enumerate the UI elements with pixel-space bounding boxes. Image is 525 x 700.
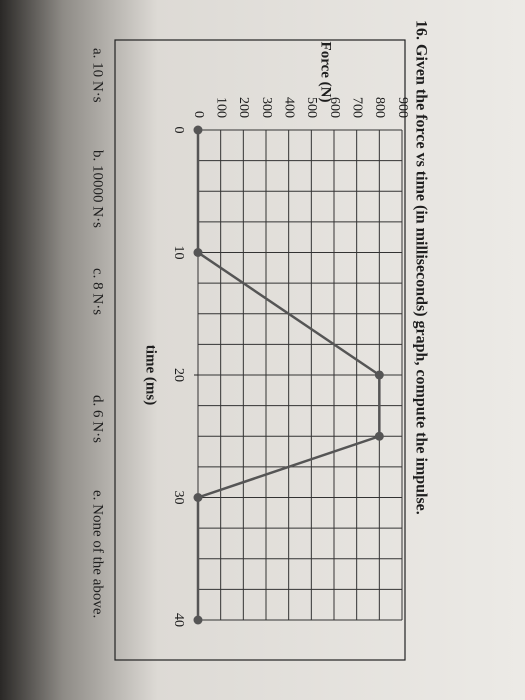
y-tick-label: 500: [304, 97, 319, 118]
y-axis-label: Force (N): [318, 42, 334, 103]
y-tick-label: 0: [191, 111, 206, 118]
x-tick-label: 0: [171, 127, 186, 134]
y-tick-label: 100: [213, 97, 228, 118]
data-point: [193, 248, 203, 257]
x-axis-label: time (ms): [143, 345, 159, 405]
y-tick-label: 400: [281, 97, 296, 118]
answer-option: e. None of the above.: [90, 490, 106, 618]
x-tick-label: 20: [171, 368, 186, 382]
y-tick-label: 600: [327, 97, 342, 118]
data-point: [374, 431, 384, 441]
y-tick-label: 800: [372, 97, 387, 118]
answer-option: a. 10 N·s: [90, 48, 106, 103]
worksheet: 16. Given the force vs time (in millisec…: [90, 20, 429, 661]
data-point: [193, 493, 203, 502]
answer-option: c. 8 N·s: [90, 268, 106, 315]
y-tick-label: 900: [395, 97, 410, 118]
question: 16. Given the force vs time (in millisec…: [412, 20, 429, 515]
x-tick-label: 10: [171, 246, 186, 260]
answer-option: b. 10000 N·s: [90, 150, 106, 228]
y-tick-label: 200: [236, 97, 251, 118]
x-tick-label: 40: [171, 613, 186, 627]
data-line: [196, 130, 381, 620]
data-point: [193, 615, 203, 625]
data-point: [193, 125, 203, 135]
y-tick-label: 300: [259, 97, 274, 118]
y-tick-label: 700: [349, 97, 364, 118]
x-tick-label: 30: [171, 491, 186, 505]
data-point: [374, 370, 384, 380]
answer-option: d. 6 N·s: [90, 395, 106, 443]
graph-box: [114, 39, 406, 661]
